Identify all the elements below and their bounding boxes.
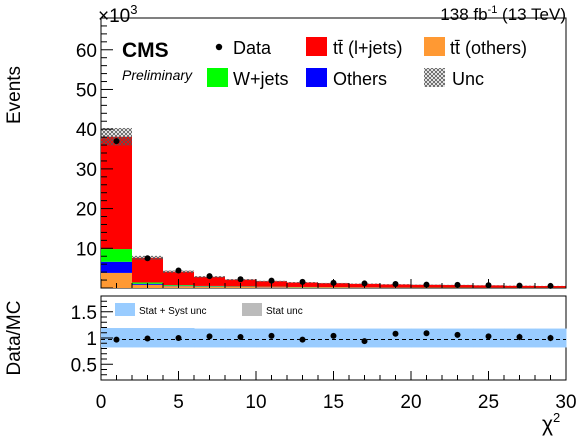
ratio-point-10 <box>423 330 430 337</box>
legend: Data tt̄ (l+jets) tt̄ (others) W+jets Ot… <box>207 37 527 89</box>
ratio-legend: Stat + Syst unc Stat unc <box>115 303 303 317</box>
ratio-legend-stat-syst-swatch <box>115 303 135 316</box>
ratio-points <box>113 330 554 345</box>
data-point-3 <box>206 273 213 280</box>
x-tick-label: 20 <box>400 392 421 413</box>
bar-others-0 <box>101 261 132 273</box>
legend-unc-swatch <box>424 68 445 87</box>
legend-others-label: Others <box>333 69 387 89</box>
legend-data-marker <box>215 43 223 51</box>
legend-unc-label: Unc <box>452 69 484 89</box>
ratio-y-axis-label: Data/MC <box>4 301 25 376</box>
y-tick-label: 10 <box>76 239 97 260</box>
x-tick-label: 30 <box>555 392 576 413</box>
legend-others-swatch <box>306 68 327 87</box>
y-tick-label: 60 <box>76 41 97 62</box>
bar-ttbar_ljets-2 <box>163 271 194 286</box>
data-point-1 <box>144 255 151 262</box>
ratio-point-2 <box>175 335 182 341</box>
x-tick-label: 5 <box>173 392 184 413</box>
ratio-band-bin-9 <box>380 328 412 348</box>
y-axis-label: Events <box>4 66 25 124</box>
data-points <box>113 138 554 289</box>
x-tick-label: 15 <box>323 392 344 413</box>
ratio-point-5 <box>268 332 275 339</box>
ratio-point-13 <box>516 333 523 340</box>
data-point-6 <box>299 278 306 285</box>
ratio-point-1 <box>144 335 151 342</box>
x-axis-label: χ2 <box>542 410 560 436</box>
legend-wjets-swatch <box>207 68 228 87</box>
y-axis: 10 20 30 40 50 60 <box>76 17 113 289</box>
ratio-y-tick-label: 0.5 <box>71 355 97 376</box>
ratio-point-4 <box>237 333 244 340</box>
x-axis: 0 5 10 15 20 25 30 <box>96 279 577 413</box>
x-tick-label: 10 <box>245 392 266 413</box>
legend-data-label: Data <box>233 38 272 58</box>
ratio-point-0 <box>113 336 120 343</box>
ratio-point-6 <box>299 336 306 343</box>
x-tick-label: 25 <box>478 392 499 413</box>
ratio-band-bin-11 <box>442 328 474 348</box>
legend-ttbar-ljets-label: tt̄ (l+jets) <box>333 38 403 58</box>
data-point-0 <box>113 138 120 145</box>
uncertainty-band <box>101 127 566 287</box>
data-point-4 <box>237 276 244 283</box>
y-tick-label: 40 <box>76 120 97 141</box>
experiment-label: CMS <box>122 39 169 62</box>
ratio-point-14 <box>547 335 554 341</box>
y-tick-label: 20 <box>76 200 97 221</box>
legend-ttbar-ljets-swatch <box>306 37 327 56</box>
bar-ttbar_ljets-1 <box>132 257 163 283</box>
legend-wjets-label: W+jets <box>233 69 289 89</box>
ratio-band-bin-10 <box>411 328 443 348</box>
ratio-point-7 <box>330 332 337 339</box>
bar-ttbar_ljets-3 <box>194 276 225 286</box>
stacked-bars <box>101 136 566 288</box>
status-label: Preliminary <box>122 67 193 83</box>
main-plot-frame <box>100 17 567 289</box>
ratio-point-11 <box>454 331 461 338</box>
ratio-point-9 <box>392 330 399 337</box>
ratio-legend-stat-syst-label: Stat + Syst unc <box>139 306 207 317</box>
bar-wjets-0 <box>101 249 132 262</box>
y-tick-label: 30 <box>76 160 97 181</box>
bar-ttbar_others-0 <box>101 272 132 288</box>
ratio-uncertainty-band <box>101 328 567 348</box>
ratio-y-tick-label: 1 <box>86 329 97 350</box>
data-point-2 <box>175 267 182 274</box>
unc-hatch-0 <box>101 127 132 146</box>
ratio-point-3 <box>206 333 213 340</box>
legend-ttbar-others-label: tt̄ (others) <box>450 38 527 58</box>
data-point-5 <box>268 277 275 284</box>
y-multiplier: ×103 <box>98 2 137 27</box>
ratio-legend-stat-label: Stat unc <box>266 306 303 317</box>
ratio-legend-stat-swatch <box>242 303 262 316</box>
ratio-y-tick-label: 1.5 <box>71 303 97 324</box>
ratio-point-8 <box>361 338 368 345</box>
x-tick-label: 0 <box>96 392 107 413</box>
y-tick-label: 50 <box>76 80 97 101</box>
legend-ttbar-others-swatch <box>424 37 445 56</box>
ratio-point-12 <box>485 333 492 340</box>
ratio-y-axis: 0.5 1 1.5 <box>71 300 113 376</box>
ratio-band-bin-8 <box>349 328 381 348</box>
lumi-label: 138 fb-1 (13 TeV) <box>440 4 566 24</box>
